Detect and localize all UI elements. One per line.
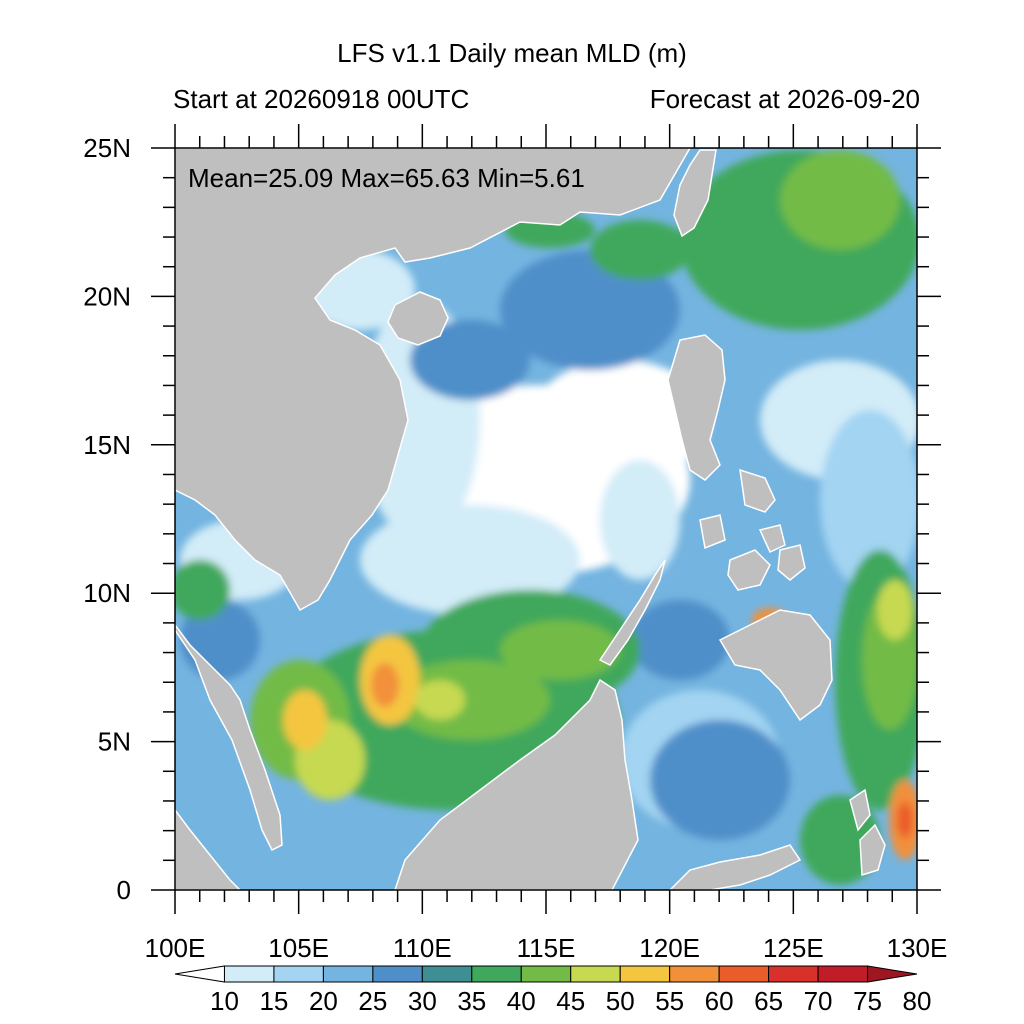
colorbar-swatch <box>867 965 918 983</box>
colorbar-label: 80 <box>903 986 932 1016</box>
land <box>175 148 886 890</box>
lon-tick-label: 105E <box>268 933 329 963</box>
colorbar-swatch <box>273 965 324 983</box>
colorbar-swatch <box>174 965 225 983</box>
axis-ticks: 25N 20N 15N 10N 5N 0 100E 105E 110E 115E 120E 125E 1… <box>83 124 947 963</box>
lat-tick-label: 10N <box>83 578 131 608</box>
colorbar-label: 75 <box>853 986 882 1016</box>
start-time-label: Start at 20260918 00UTC <box>173 84 470 114</box>
lat-tick-label: 15N <box>83 430 131 460</box>
colorbar-label: 30 <box>408 986 437 1016</box>
plot-area <box>175 148 917 890</box>
mld-field <box>175 150 917 885</box>
colorbar-label: 25 <box>358 986 387 1016</box>
colorbar-label: 55 <box>655 986 684 1016</box>
lon-tick-label: 110E <box>393 933 452 963</box>
forecast-time-label: Forecast at 2026-09-20 <box>649 84 920 114</box>
colorbar-swatch <box>768 965 819 983</box>
colorbar-swatch <box>817 965 869 983</box>
colorbar-swatch <box>570 965 621 983</box>
colorbar-label: 20 <box>309 986 338 1016</box>
colorbar-label: 15 <box>259 986 288 1016</box>
colorbar-label: 10 <box>210 986 239 1016</box>
colorbar-swatch <box>372 965 423 983</box>
colorbar-label: 60 <box>705 986 734 1016</box>
lon-tick-label: 120E <box>639 933 700 963</box>
lat-tick-label: 25N <box>83 133 131 163</box>
colorbar: 10 15 20 25 30 35 40 45 50 55 60 65 70 75 80 <box>174 965 932 1016</box>
colorbar-label: 45 <box>556 986 585 1016</box>
colorbar-label: 35 <box>457 986 486 1016</box>
colorbar-swatch <box>520 965 572 983</box>
colorbar-label: 70 <box>804 986 833 1016</box>
colorbar-swatch <box>669 965 720 983</box>
colorbar-swatch <box>619 965 671 983</box>
lon-tick-label: 130E <box>887 933 948 963</box>
colorbar-swatch <box>421 965 473 983</box>
lon-tick-label: 100E <box>145 933 206 963</box>
lon-tick-label: 125E <box>763 933 824 963</box>
lat-tick-label: 0 <box>117 875 131 905</box>
lon-tick-label: 115E <box>517 933 576 963</box>
colorbar-swatch <box>718 965 770 983</box>
colorbar-swatch <box>471 965 522 983</box>
colorbar-label: 65 <box>754 986 783 1016</box>
lat-tick-label: 5N <box>98 727 131 757</box>
colorbar-swatch <box>322 965 374 983</box>
lat-tick-label: 20N <box>83 281 131 311</box>
colorbar-label: 40 <box>507 986 536 1016</box>
colorbar-label: 50 <box>606 986 635 1016</box>
map-title: LFS v1.1 Daily mean MLD (m) <box>337 38 687 68</box>
colorbar-swatch <box>223 965 275 983</box>
stats-label: Mean=25.09 Max=65.63 Min=5.61 <box>188 163 585 193</box>
